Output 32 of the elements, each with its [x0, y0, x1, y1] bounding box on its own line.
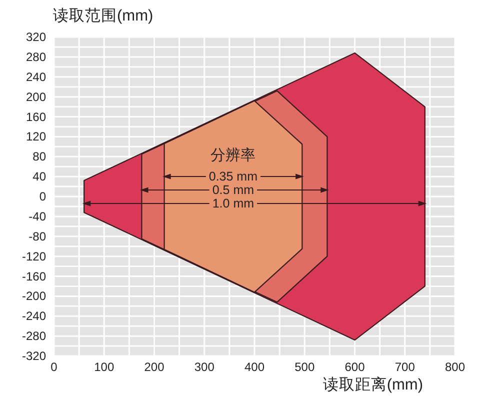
- x-tick-label: 700: [394, 360, 416, 374]
- x-tick-label: 100: [94, 360, 114, 374]
- y-tick-label: -80: [28, 229, 46, 244]
- legend-label: 0.35 mm: [208, 170, 258, 184]
- x-tick-label: 0: [50, 360, 58, 374]
- series-label: 0.5 mm: [212, 183, 254, 197]
- x-axis-title: 读取距离(mm): [322, 376, 423, 394]
- y-tick-label: -200: [22, 289, 46, 304]
- y-tick-label: 120: [26, 130, 46, 144]
- y-tick-label: 320: [26, 30, 46, 44]
- y-tick-label: 80: [32, 150, 46, 164]
- y-tick-label: 280: [26, 50, 46, 64]
- y-tick-label: -160: [22, 269, 46, 284]
- y-tick-label: -280: [22, 329, 46, 344]
- y-tick-label: -320: [22, 349, 46, 363]
- y-tick-label: 0: [39, 190, 46, 204]
- y-tick-label: 160: [26, 110, 46, 124]
- y-tick-label: -240: [22, 309, 46, 324]
- x-tick-label: 300: [194, 360, 215, 374]
- annotation: 分辨率: [210, 147, 256, 164]
- x-tick-label: 800: [444, 360, 466, 374]
- x-tick-label: 500: [294, 360, 315, 374]
- y-tick-label: 200: [26, 90, 46, 104]
- y-axis-title: 读取范围(mm): [53, 6, 154, 24]
- y-tick-label: 240: [26, 70, 46, 84]
- series-label: 1.0 mm: [212, 196, 254, 210]
- y-tick-label: 40: [32, 170, 46, 184]
- x-tick-label: 200: [144, 360, 165, 374]
- y-tick-label: -120: [22, 249, 46, 264]
- x-tick-label: 400: [244, 360, 265, 374]
- x-tick-label: 600: [344, 360, 366, 374]
- y-tick-label: -40: [28, 209, 46, 224]
